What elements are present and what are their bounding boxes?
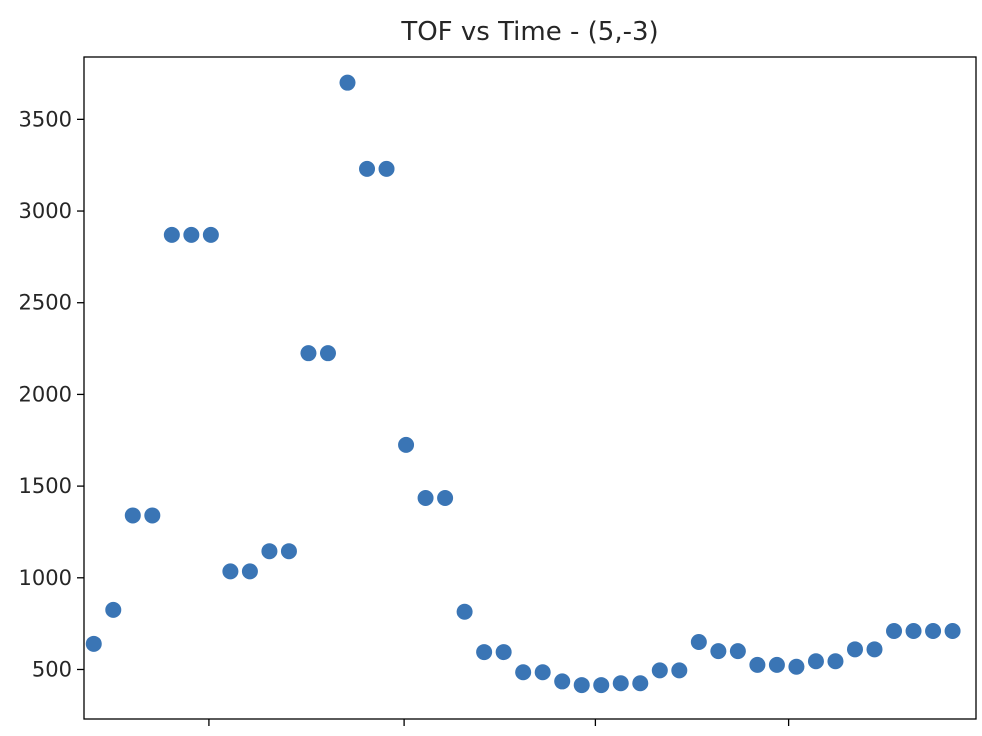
- data-point: [515, 664, 532, 681]
- data-point: [749, 656, 766, 673]
- data-point: [85, 635, 102, 652]
- data-point: [437, 490, 454, 507]
- data-point: [729, 643, 746, 660]
- data-point: [241, 563, 258, 580]
- data-point: [261, 543, 278, 560]
- data-point: [866, 641, 883, 658]
- data-point: [690, 633, 707, 650]
- data-point: [202, 226, 219, 243]
- data-point: [105, 601, 122, 618]
- plot-area-frame: [83, 56, 977, 720]
- y-tick-label: 2500: [19, 291, 72, 315]
- x-axis: [208, 719, 790, 726]
- data-point: [476, 644, 493, 661]
- data-point: [846, 641, 863, 658]
- data-point: [398, 436, 415, 453]
- data-point: [495, 644, 512, 661]
- data-point: [925, 622, 942, 639]
- data-point: [300, 345, 317, 362]
- data-point: [339, 74, 356, 91]
- data-point: [768, 656, 785, 673]
- y-tick-label: 500: [32, 657, 72, 681]
- data-point: [710, 643, 727, 660]
- data-point: [886, 622, 903, 639]
- data-point: [378, 160, 395, 177]
- data-point: [593, 677, 610, 694]
- data-point: [183, 226, 200, 243]
- data-points: [85, 74, 961, 694]
- data-point: [612, 675, 629, 692]
- y-axis: 500 1000 1500 2000 2500 3000 3500: [19, 107, 84, 681]
- chart-title: TOF vs Time - (5,-3): [400, 17, 658, 47]
- data-point: [827, 653, 844, 670]
- data-point: [788, 658, 805, 675]
- data-point: [554, 673, 571, 690]
- y-tick-label: 2000: [19, 382, 72, 406]
- data-point: [417, 490, 434, 507]
- data-point: [222, 563, 239, 580]
- y-tick-label: 3500: [19, 107, 72, 131]
- data-point: [280, 543, 297, 560]
- data-point: [359, 160, 376, 177]
- data-point: [573, 677, 590, 694]
- y-tick-label: 3000: [19, 199, 72, 223]
- data-point: [651, 662, 668, 679]
- data-point: [163, 226, 180, 243]
- y-tick-label: 1000: [19, 566, 72, 590]
- data-point: [632, 675, 649, 692]
- data-point: [671, 662, 688, 679]
- data-point: [144, 507, 161, 524]
- y-tick-label: 1500: [19, 474, 72, 498]
- data-point: [807, 653, 824, 670]
- data-point: [905, 622, 922, 639]
- data-point: [319, 345, 336, 362]
- data-point: [456, 603, 473, 620]
- data-point: [534, 664, 551, 681]
- data-point: [124, 507, 141, 524]
- data-point: [944, 622, 961, 639]
